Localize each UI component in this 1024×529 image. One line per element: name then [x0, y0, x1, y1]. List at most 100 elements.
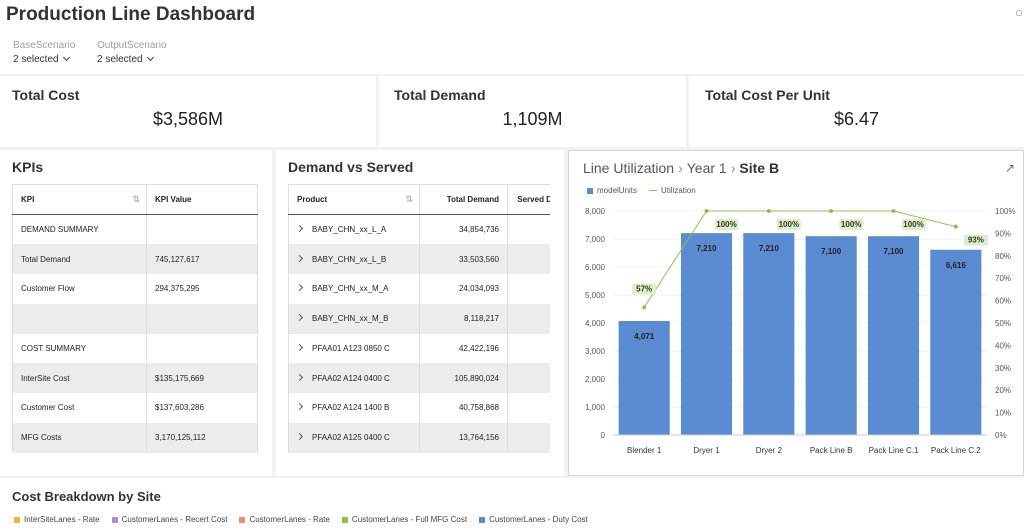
chevron-right-icon[interactable]	[295, 225, 304, 233]
breadcrumb-item-current: Site B	[739, 160, 780, 176]
table-row[interactable]: Customer Flow 294,375,295	[12, 274, 258, 304]
product-name: PFAA01 A123 0850 C	[312, 343, 390, 353]
product-name: BABY_CHN_xx_M_B	[312, 314, 389, 324]
kpis-table-container[interactable]: KPI ⇅ KPI Value DEMAND SUMMARY Total Deman…	[12, 184, 258, 460]
total-demand-cell: 24,034,093	[419, 274, 508, 304]
legend-item[interactable]: CustomerLanes - Recert Cost	[111, 515, 228, 524]
y-tick-label: 6,000	[585, 263, 606, 272]
total-demand-card[interactable]: Total Demand 1,109M	[379, 76, 686, 147]
kpi-value-cell	[146, 303, 258, 334]
chart-legend: modelUnits Utilization	[587, 186, 696, 195]
table-row[interactable]: BABY_CHN_xx_L_A 34,854,7363	[288, 214, 550, 245]
y2-tick-label: 30%	[995, 364, 1011, 373]
total-demand-cell: 34,854,736	[419, 214, 508, 245]
breadcrumb-item[interactable]: Year 1	[686, 160, 727, 176]
table-row[interactable]: BABY_CHN_xx_M_B 8,118,2178	[288, 303, 550, 334]
column-header-kpi[interactable]: KPI ⇅	[12, 184, 147, 215]
table-row[interactable]: MFG Costs 3,170,125,112	[12, 422, 258, 453]
y2-tick-label: 40%	[995, 341, 1011, 350]
filter-output-scenario[interactable]: OutputScenario 2 selected	[97, 40, 167, 65]
served-demand-cell: 3	[507, 244, 550, 274]
total-demand-cell: 13,764,156	[419, 422, 508, 453]
column-header-served-demand[interactable]: Served Demand	[507, 184, 550, 215]
bar	[867, 236, 920, 435]
total-cost-card[interactable]: Total Cost $3,586M	[0, 76, 376, 147]
product-cell: BABY_CHN_xx_M_B	[288, 303, 420, 334]
total-demand-cell: 105,890,024	[419, 363, 508, 393]
served-demand-cell: 8	[507, 303, 550, 334]
line-point	[891, 209, 896, 213]
line-data-label: 100%	[903, 220, 923, 229]
legend-item[interactable]: CustomerLanes - Rate	[239, 515, 330, 524]
filter-value[interactable]: 2 selected	[97, 53, 167, 65]
line-data-label: 100%	[841, 220, 861, 229]
demand-table-container[interactable]: Product ⇅ Total Demand Served Demand BABY…	[288, 184, 550, 460]
legend-label: CustomerLanes - Full MFG Cost	[351, 515, 468, 524]
line-point	[953, 224, 958, 229]
legend-swatch	[479, 516, 486, 523]
legend-item[interactable]: CustomerLanes - Duty Cost	[479, 515, 588, 524]
bar-data-label: 4,071	[634, 332, 655, 341]
x-tick-label: Pack Line B	[810, 446, 853, 455]
table-row[interactable]: PFAA01 A123 0850 C 42,422,1964	[288, 333, 550, 364]
column-header-product[interactable]: Product ⇅	[288, 184, 420, 215]
table-row[interactable]: BABY_CHN_xx_L_B 33,503,5603	[288, 244, 550, 274]
table-row[interactable]: PFAA02 A124 0400 C 105,890,02410	[288, 363, 550, 393]
card-label: Total Cost	[12, 87, 80, 103]
chevron-right-icon[interactable]	[295, 373, 304, 381]
chevron-right-icon[interactable]	[295, 403, 304, 411]
column-header-total-demand[interactable]: Total Demand	[419, 184, 508, 215]
y-tick-label: 1,000	[585, 403, 606, 412]
table-row[interactable]: Total Demand 745,127,617	[12, 244, 258, 274]
table-row[interactable]: PFAA02 A124 1400 B 40,758,8684	[288, 393, 550, 423]
table-row[interactable]: Customer Cost $137,603,286	[12, 393, 258, 423]
chevron-right-icon[interactable]	[295, 284, 304, 292]
product-cell: BABY_CHN_xx_L_B	[288, 244, 420, 274]
breadcrumb-item[interactable]: Line Utilization	[583, 160, 675, 176]
product-name: PFAA02 A124 1400 B	[312, 403, 390, 413]
legend-swatch	[239, 516, 246, 523]
x-tick-label: Dryer 2	[756, 446, 783, 455]
table-row[interactable]	[12, 303, 258, 334]
card-value: $6.47	[833, 109, 880, 129]
chevron-right-icon[interactable]	[295, 254, 304, 262]
product-name: PFAA02 A124 0400 C	[312, 373, 390, 383]
breadcrumb: Line Utilization › Year 1 › Site B	[583, 160, 779, 176]
line-utilization-panel: Line Utilization › Year 1 › Site B ↗ modelUn…	[568, 150, 1024, 476]
filter-base-scenario[interactable]: BaseScenario 2 selected	[13, 40, 75, 65]
table-row[interactable]: COST SUMMARY	[12, 333, 258, 364]
total-cost-per-unit-card[interactable]: Total Cost Per Unit $6.47	[689, 76, 1024, 147]
y-tick-label: 2,000	[585, 375, 606, 384]
sort-icon[interactable]: ⇅	[405, 194, 413, 204]
table-row[interactable]: DEMAND SUMMARY	[12, 214, 258, 245]
legend-item[interactable]: InterSiteLanes - Rate	[14, 515, 100, 524]
utilization-chart[interactable]: 0 1,000 2,000 3,000 4,000 5,000 6,000 7,000 8,00…	[569, 187, 1024, 477]
bar	[618, 321, 670, 435]
legend-label: CustomerLanes - Recert Cost	[121, 515, 228, 524]
sort-icon[interactable]: ⇅	[132, 194, 140, 204]
table-row[interactable]: InterSite Cost $135,175,669	[12, 363, 258, 393]
chevron-right-icon[interactable]	[295, 343, 304, 351]
legend-label: CustomerLanes - Duty Cost	[489, 515, 588, 524]
y2-tick-label: 70%	[995, 274, 1011, 283]
x-tick-label: Pack Line C.1	[869, 446, 919, 455]
bar-data-label: 6,616	[946, 261, 967, 270]
window-icon[interactable]	[1016, 10, 1022, 16]
column-header-kpi-value[interactable]: KPI Value	[146, 184, 258, 215]
filter-value[interactable]: 2 selected	[13, 53, 75, 65]
legend-swatch	[341, 516, 348, 523]
table-row[interactable]: BABY_CHN_xx_M_A 24,034,0932	[288, 274, 550, 304]
legend-item[interactable]: CustomerLanes - Full MFG Cost	[341, 515, 468, 524]
total-demand-cell: 33,503,560	[419, 244, 508, 274]
page-title: Production Line Dashboard	[6, 4, 256, 25]
y2-tick-label: 10%	[995, 409, 1011, 418]
line-label-bg	[963, 234, 988, 246]
kpi-name-cell: Customer Flow	[12, 274, 147, 304]
expand-icon[interactable]: ↗	[1004, 161, 1015, 175]
chevron-right-icon[interactable]	[295, 433, 304, 441]
served-demand-cell: 4	[507, 393, 550, 423]
filter-value-text: 2 selected	[97, 54, 143, 65]
table-row[interactable]: PFAA02 A125 0400 C 13,764,1561	[288, 422, 550, 453]
kpi-name-cell: InterSite Cost	[12, 363, 147, 393]
chevron-right-icon[interactable]	[295, 314, 304, 322]
